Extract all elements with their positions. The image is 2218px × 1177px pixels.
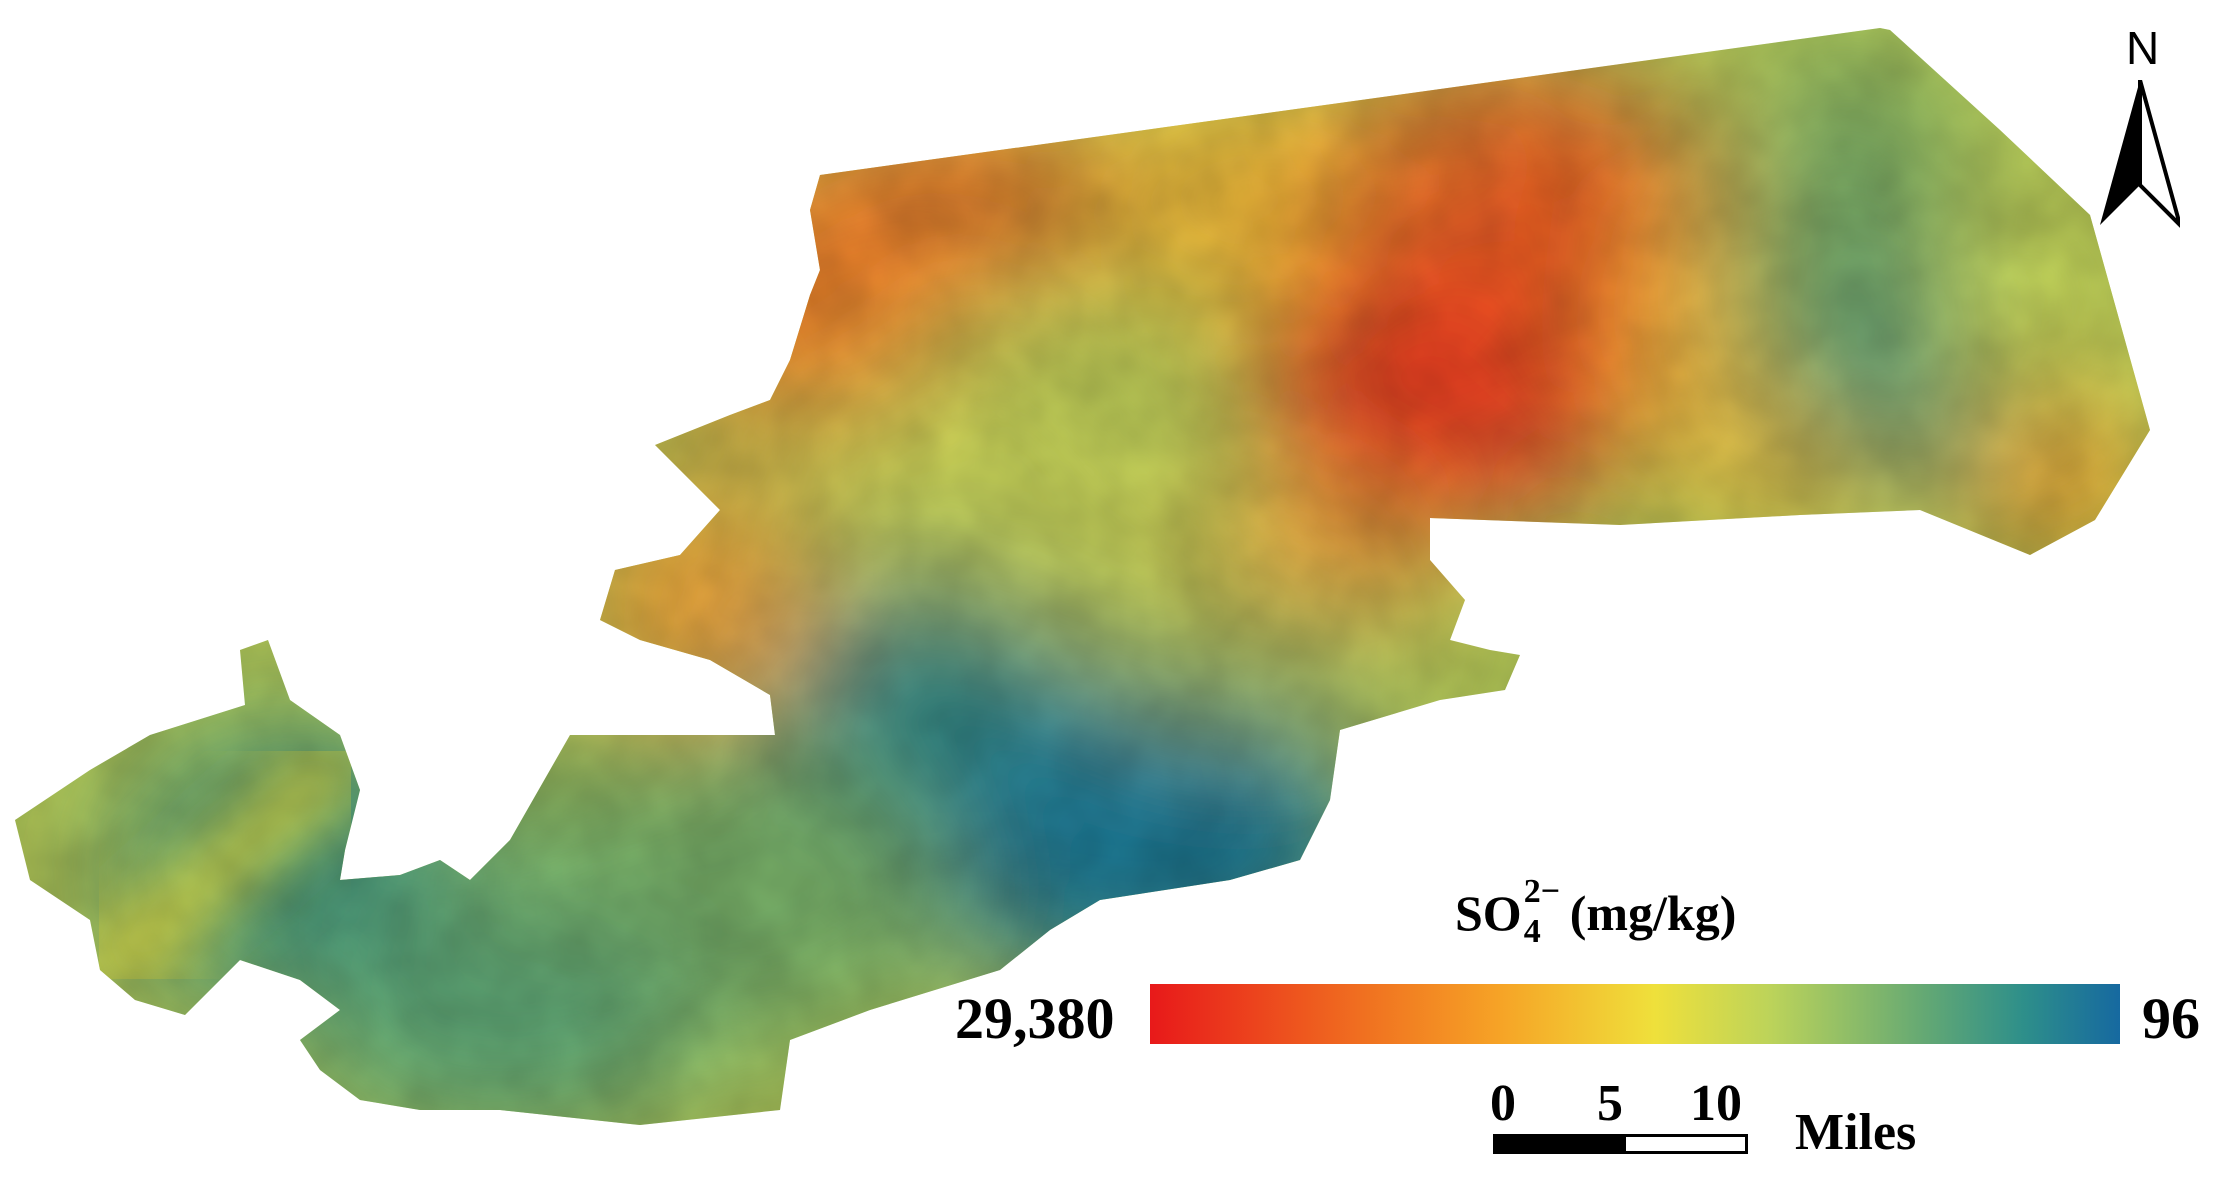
legend-title-superscript: 2− — [1523, 872, 1561, 910]
legend-max-label: 29,380 — [955, 986, 1115, 1051]
scale-bar-segment-black — [1493, 1134, 1623, 1154]
legend-colorbar — [1150, 984, 2120, 1044]
scale-tick-5: 5 — [1597, 1075, 1623, 1132]
north-arrow-icon — [2100, 80, 2180, 228]
scale-bar-segment-white — [1623, 1134, 1748, 1154]
scale-tick-10: 10 — [1690, 1075, 1742, 1132]
legend-title-units: (mg/kg) — [1569, 885, 1737, 941]
north-label: N — [2126, 22, 2160, 74]
scale-units-label: Miles — [1795, 1104, 1917, 1161]
legend-title-subscript: 4 — [1523, 912, 1541, 950]
legend-title: SO 2− 4 (mg/kg) — [1455, 874, 1737, 950]
legend-min-label: 96 — [2142, 986, 2200, 1051]
scale-tick-0: 0 — [1490, 1075, 1516, 1132]
legend-title-chemical: SO — [1455, 885, 1522, 941]
legend-title-ion-indices: 2− 4 — [1523, 874, 1570, 950]
